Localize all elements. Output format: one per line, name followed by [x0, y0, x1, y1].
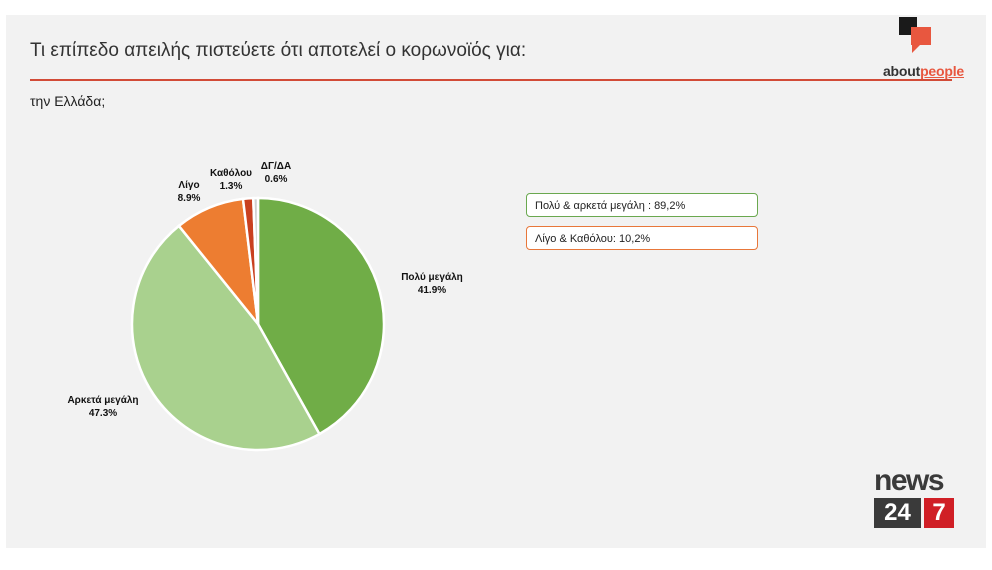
pie-label-value: 8.9% — [177, 193, 201, 204]
chart-subtitle: την Ελλάδα; — [30, 93, 106, 109]
logo-speech-tail-icon — [912, 45, 920, 53]
summary-box-high: Πολύ & αρκετά μεγάλη : 89,2% — [526, 193, 758, 217]
news-24-block: 24 — [874, 498, 921, 528]
pie-label-value: 41.9% — [417, 285, 447, 296]
pie-label-3: Καθόλου 1.3% — [210, 167, 252, 193]
aboutpeople-wordmark: aboutpeople — [883, 63, 964, 79]
aboutpeople-suffix: people — [920, 63, 964, 79]
pie-label-name: Λίγο — [178, 180, 200, 191]
summary-box-low: Λίγο & Καθόλου: 10,2% — [526, 226, 758, 250]
pie-label-4: ΔΓ/ΔΑ 0.6% — [261, 160, 291, 186]
pie-label-0: Πολύ μεγάλη 41.9% — [401, 271, 463, 297]
pie-label-value: 1.3% — [219, 181, 243, 192]
title-divider — [30, 79, 952, 81]
pie-label-name: Πολύ μεγάλη — [401, 272, 463, 283]
aboutpeople-prefix: about — [882, 63, 921, 79]
pie-label-1: Αρκετά μεγάλη 47.3% — [67, 394, 138, 420]
pie-label-2: Λίγο 8.9% — [178, 179, 201, 205]
chart-title: Τι επίπεδο απειλής πιστεύετε ότι αποτελε… — [30, 40, 527, 61]
pie-label-name: ΔΓ/ΔΑ — [260, 161, 292, 172]
pie-label-value: 0.6% — [264, 174, 288, 185]
pie-slice-1 — [130, 224, 322, 452]
pie-label-name: Καθόλου — [209, 168, 253, 179]
pie-label-name: Αρκετά μεγάλη — [67, 395, 139, 406]
pie-slice-4 — [251, 196, 260, 325]
news247-logo: news 24 7 — [874, 466, 954, 530]
news-wordmark: news — [874, 464, 945, 497]
logo-orange-square-icon — [911, 27, 931, 45]
pie-slice-0 — [256, 196, 386, 436]
aboutpeople-logo: aboutpeople — [864, 17, 964, 81]
news-7-block: 7 — [924, 498, 954, 528]
pie-label-value: 47.3% — [88, 408, 118, 419]
